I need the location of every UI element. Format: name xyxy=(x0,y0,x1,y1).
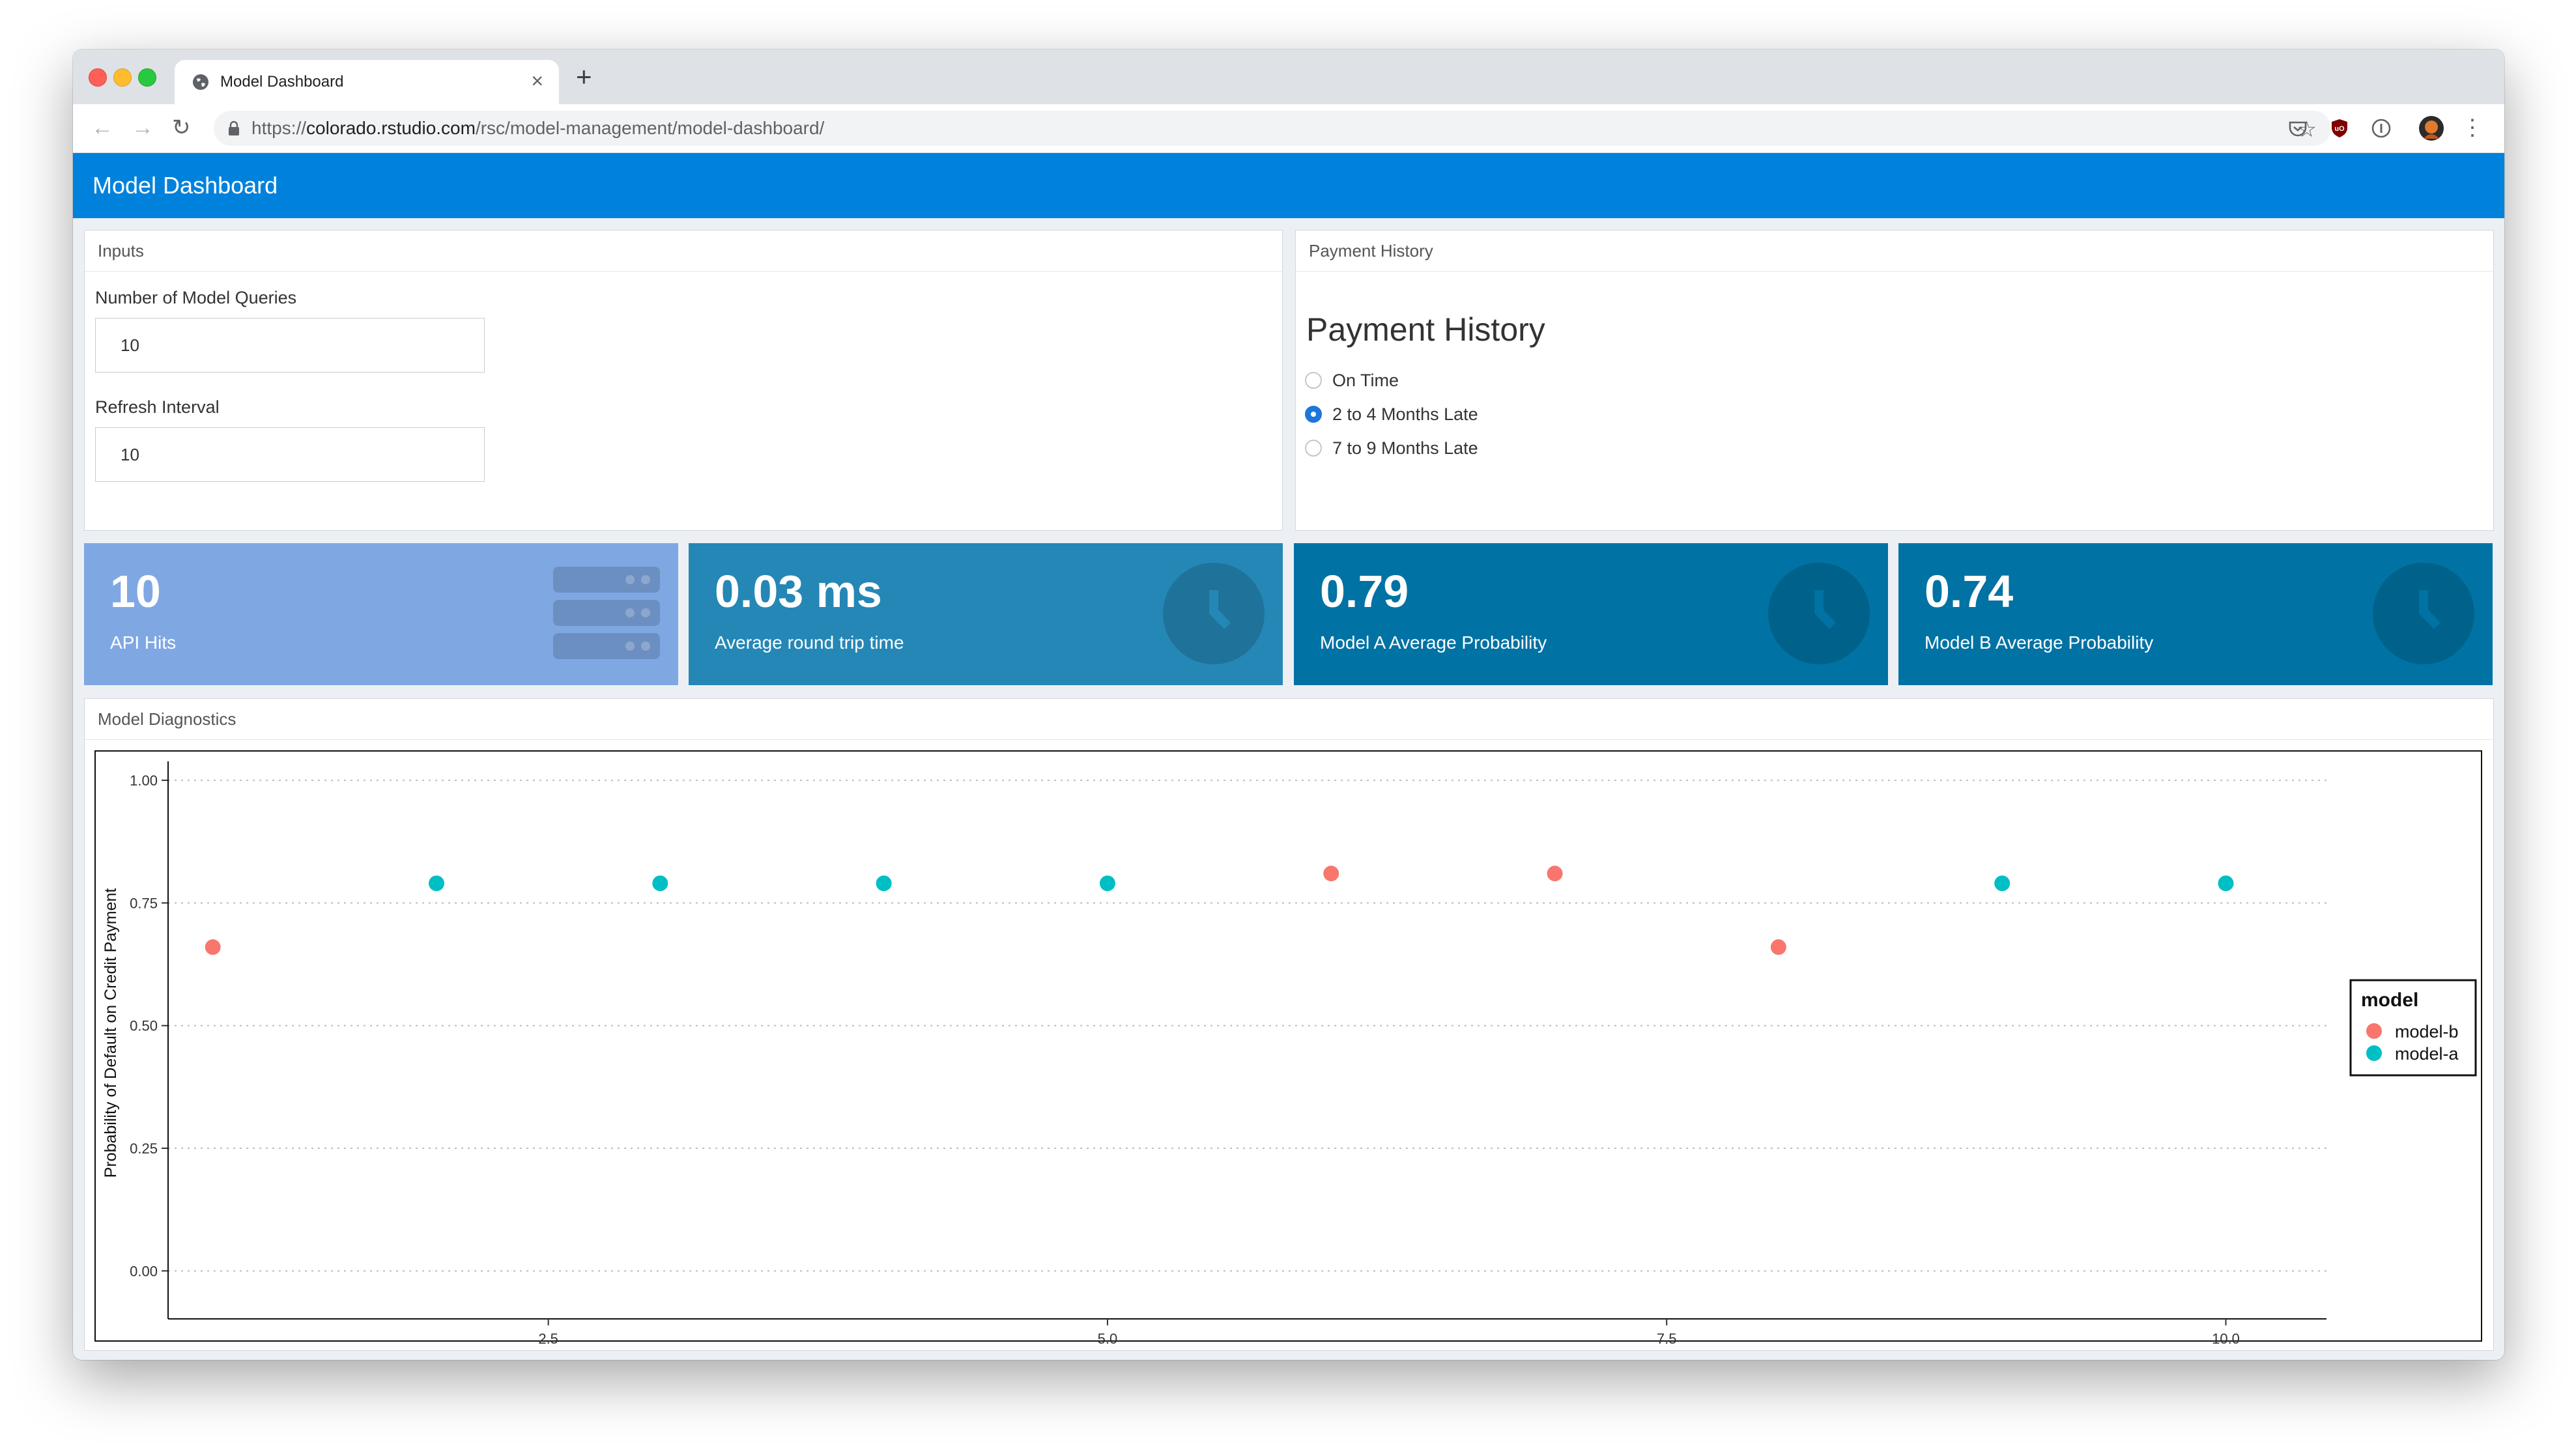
radio-circle[interactable] xyxy=(1305,372,1322,389)
value-box-value: 0.79 xyxy=(1320,566,1409,617)
y-tick-label: 0.50 xyxy=(130,1018,158,1034)
clock-icon xyxy=(1163,563,1265,664)
pocket-icon[interactable] xyxy=(2287,117,2309,139)
svg-text:uO: uO xyxy=(2334,125,2345,133)
tab-title: Model Dashboard xyxy=(220,73,344,91)
ublock-icon[interactable]: uO xyxy=(2328,117,2351,139)
avatar[interactable] xyxy=(2418,115,2444,141)
y-tick-label: 1.00 xyxy=(130,772,158,789)
value-box-value: 0.03 ms xyxy=(715,566,882,617)
y-tick-label: 0.00 xyxy=(130,1263,158,1279)
radio-7-to-9-months-late[interactable]: 7 to 9 Months Late xyxy=(1305,436,1478,460)
value-box-subtitle: Model B Average Probability xyxy=(1925,632,2154,653)
server-icon xyxy=(553,567,660,659)
plot-frame xyxy=(94,750,2482,1342)
data-point-model-b xyxy=(1323,866,1339,882)
x-tick-label: 2.5 xyxy=(538,1331,558,1347)
radio-circle[interactable] xyxy=(1305,440,1322,457)
data-point-model-a xyxy=(876,875,892,892)
address-bar[interactable]: https://colorado.rstudio.com/rsc/model-m… xyxy=(214,111,2331,146)
value-box-round-trip: 0.03 ms Average round trip time xyxy=(689,543,1283,685)
inputs-panel: Inputs Number of Model Queries Refresh I… xyxy=(84,230,1283,531)
dashboard-body: Model Dashboard Inputs Number of Model Q… xyxy=(73,153,2504,1360)
forward-button[interactable]: → xyxy=(132,115,154,140)
legend-key-model-a xyxy=(2366,1045,2382,1061)
value-box-model-a: 0.79 Model A Average Probability xyxy=(1294,543,1888,685)
data-point-model-a xyxy=(1099,875,1115,892)
diagnostics-panel-header: Model Diagnostics xyxy=(85,699,2493,740)
legend-title: model xyxy=(2361,989,2418,1011)
clock-icon xyxy=(1768,563,1870,664)
reload-button[interactable]: ↻ xyxy=(172,115,191,140)
data-point-model-a xyxy=(428,875,444,892)
radio-label: On Time xyxy=(1332,370,1399,390)
refresh-input[interactable] xyxy=(95,427,485,482)
star-icon[interactable]: ☆ xyxy=(2297,117,2317,142)
legend-label: model-a xyxy=(2395,1044,2459,1064)
new-tab-button[interactable]: + xyxy=(576,61,592,92)
data-point-model-b xyxy=(205,939,221,955)
close-window-button[interactable] xyxy=(89,68,107,87)
x-tick-label: 7.5 xyxy=(1657,1331,1677,1347)
info-icon[interactable] xyxy=(2370,117,2392,139)
close-tab-icon[interactable]: × xyxy=(531,69,543,92)
app-header: Model Dashboard xyxy=(73,153,2504,218)
queries-label: Number of Model Queries xyxy=(95,288,297,307)
data-point-model-a xyxy=(1994,875,2011,892)
value-box-subtitle: Average round trip time xyxy=(715,632,904,653)
value-box-subtitle: Model A Average Probability xyxy=(1320,632,1547,653)
url-scheme: https:// xyxy=(251,118,307,138)
payment-history-title: Payment History xyxy=(1306,311,1545,348)
y-tick-label: 0.25 xyxy=(130,1140,158,1157)
x-tick-label: 5.0 xyxy=(1098,1331,1118,1347)
value-box-value: 10 xyxy=(110,566,161,617)
radio-2-to-4-months-late[interactable]: 2 to 4 Months Late xyxy=(1305,403,1478,426)
y-tick-label: 0.75 xyxy=(130,895,158,911)
minimize-window-button[interactable] xyxy=(113,68,132,87)
queries-input[interactable] xyxy=(95,318,485,373)
browser-window: Model Dashboard × + ← → ↻ https://colora… xyxy=(73,49,2504,1360)
payment-panel-header: Payment History xyxy=(1296,231,2493,272)
app-title: Model Dashboard xyxy=(93,172,278,199)
data-point-model-b xyxy=(1547,866,1563,882)
back-button[interactable]: ← xyxy=(91,115,113,140)
radio-on-time[interactable]: On Time xyxy=(1305,369,1399,392)
radio-label: 7 to 9 Months Late xyxy=(1332,438,1478,458)
maximize-window-button[interactable] xyxy=(138,68,156,87)
value-box-model-b: 0.74 Model B Average Probability xyxy=(1898,543,2493,685)
payment-history-panel: Payment History Payment History On Time … xyxy=(1295,230,2494,531)
data-point-model-a xyxy=(652,875,668,892)
tab-strip: Model Dashboard × + xyxy=(73,49,2504,104)
legend-label: model-b xyxy=(2395,1022,2459,1041)
inputs-panel-header: Inputs xyxy=(85,231,1282,272)
url-text: https://colorado.rstudio.com/rsc/model-m… xyxy=(251,119,824,138)
refresh-label: Refresh Interval xyxy=(95,397,220,417)
url-host: colorado.rstudio.com xyxy=(306,118,476,138)
url-path: /rsc/model-management/model-dashboard/ xyxy=(475,118,825,138)
lock-icon xyxy=(229,120,239,135)
legend-key-model-b xyxy=(2366,1023,2382,1039)
value-box-subtitle: API Hits xyxy=(110,632,177,653)
data-point-model-b xyxy=(1770,939,1786,955)
model-diagnostics-panel: Model Diagnostics 0.00 0.25 0.50 0.75 1.00 2.… xyxy=(84,698,2494,1351)
radio-circle-selected[interactable] xyxy=(1305,406,1322,423)
kebab-menu-icon[interactable]: ⋮ xyxy=(2461,115,2483,140)
data-point-model-a xyxy=(2218,875,2234,892)
y-axis-label: Probability of Default on Credit Payment xyxy=(102,888,120,1178)
globe-icon xyxy=(193,74,208,90)
value-box-value: 0.74 xyxy=(1925,566,2014,617)
x-tick-label: 10.0 xyxy=(2212,1331,2240,1347)
browser-toolbar: ← → ↻ https://colorado.rstudio.com/rsc/m… xyxy=(73,104,2504,153)
clock-icon xyxy=(2373,563,2474,664)
radio-label: 2 to 4 Months Late xyxy=(1332,404,1478,424)
browser-tab[interactable]: Model Dashboard × xyxy=(175,60,559,104)
value-box-api-hits: 10 API Hits xyxy=(84,543,678,685)
